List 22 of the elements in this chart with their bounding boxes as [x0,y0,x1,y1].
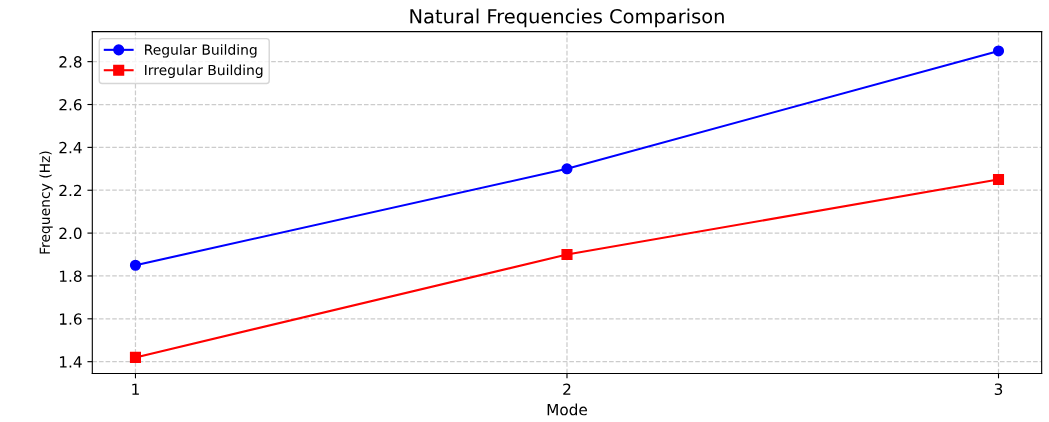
chart-title: Natural Frequencies Comparison [410,8,724,28]
y-tick-label: 1.4 [59,356,82,368]
y-tick-label: 1.8 [59,270,82,282]
point [561,163,573,175]
legend-label: Irregular Building [145,64,263,78]
y-tick-label: 2.6 [59,98,82,111]
y-tick-label: 2.8 [59,56,82,68]
point [992,45,1005,57]
y-axis-title: Frequency (Hz) [39,151,53,254]
y-tick-label: 1.6 [59,313,82,325]
x-axis-title: Mode [547,403,587,416]
y-tick-label: 2.0 [59,227,82,240]
point [129,259,142,271]
point [129,351,142,363]
x-tick-label: 1 [132,383,139,395]
legend-label: Regular Building [145,44,257,58]
y-tick-label: 2.2 [59,184,82,197]
y-tick-label: 2.4 [59,141,82,154]
point [561,248,573,261]
x-tick-label: 3 [994,383,1003,396]
x-tick-label: 2 [563,383,571,395]
point [992,173,1005,186]
